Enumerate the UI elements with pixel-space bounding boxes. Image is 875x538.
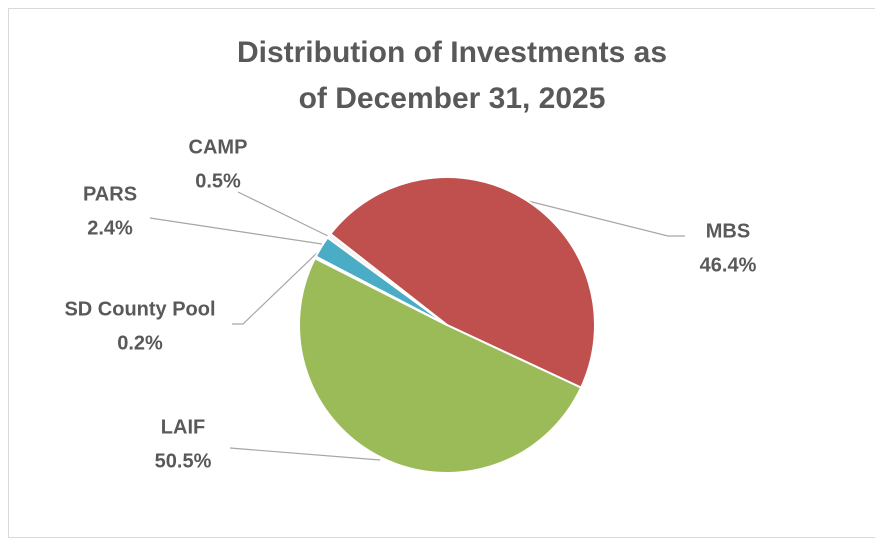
slice-label: SD County Pool: [64, 298, 215, 320]
page: Distribution of Investments as of Decemb…: [8, 8, 875, 538]
slice-label: PARS: [83, 183, 137, 205]
slice-value-label: 50.5%: [155, 450, 212, 472]
pie-slice: [298, 256, 583, 474]
leader-line: [237, 191, 331, 238]
slice-value-label: 0.5%: [195, 170, 241, 192]
pie-slice: [328, 176, 596, 389]
slice-value-label: 2.4%: [87, 217, 133, 239]
leader-line: [149, 217, 323, 245]
slice-value-label: 46.4%: [700, 254, 757, 276]
chart: MBS 46.4% LAIF 50.5% SD County Pool 0.2% PARS 2…: [64, 136, 757, 474]
pie-slice: [326, 232, 448, 326]
chart-title: Distribution of Investments as of Decemb…: [236, 36, 668, 115]
slice-label: CAMP: [189, 136, 248, 158]
leader-line: [527, 200, 685, 237]
slice-label: LAIF: [161, 416, 205, 438]
leader-line: [232, 251, 319, 325]
leader-line: [229, 447, 381, 461]
slice-label: MBS: [706, 220, 750, 242]
slice-value-label: 0.2%: [117, 332, 163, 354]
